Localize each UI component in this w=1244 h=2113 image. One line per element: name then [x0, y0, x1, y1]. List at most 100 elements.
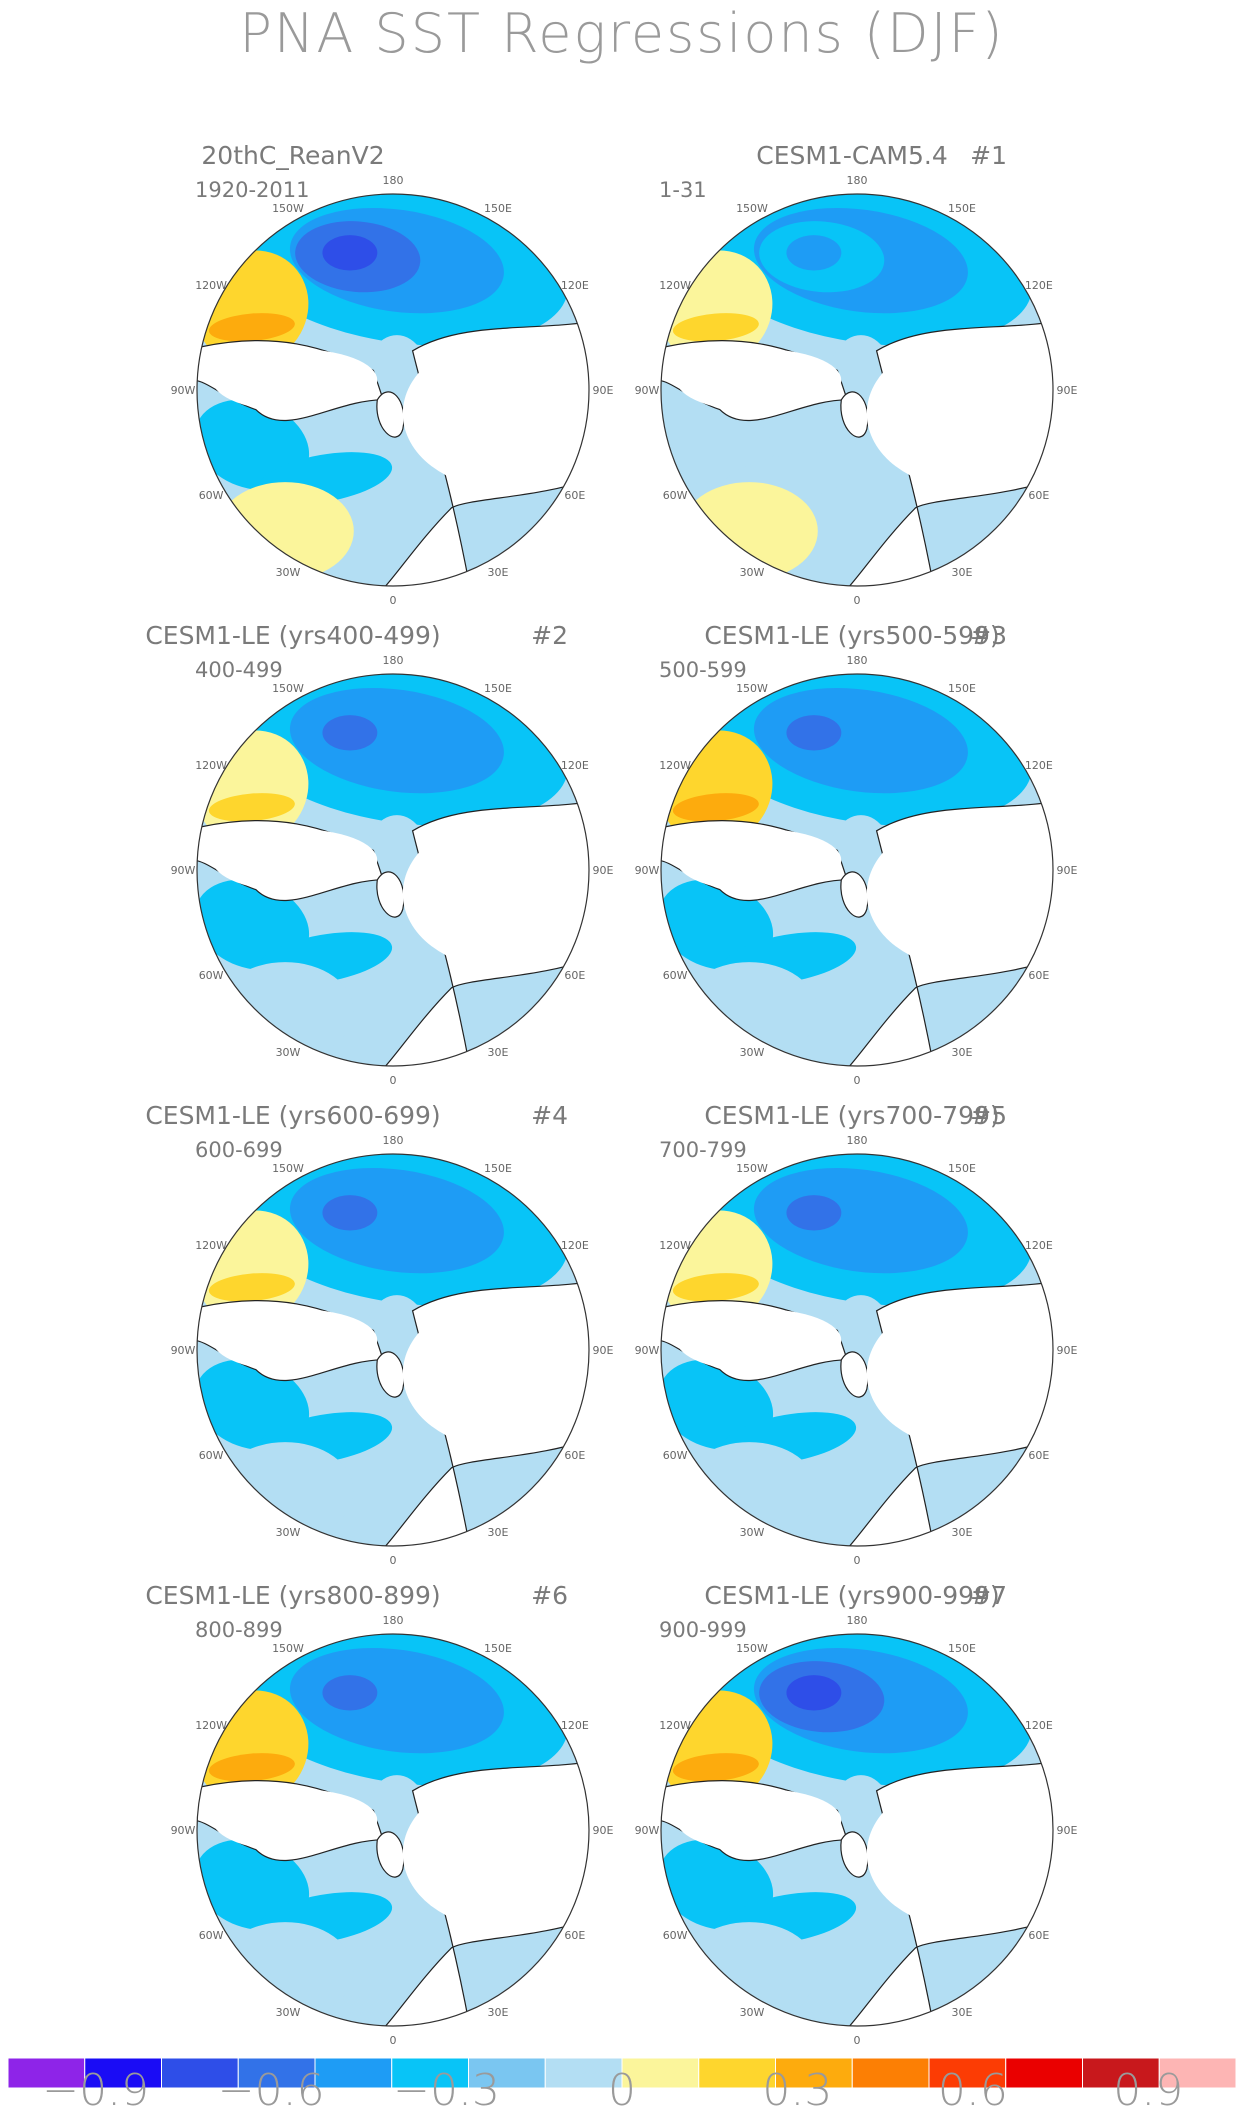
land-interior	[866, 819, 1053, 969]
colorbar-swatch	[775, 2057, 853, 2089]
longitude-label: 120W	[195, 279, 227, 292]
longitude-label: 120E	[561, 759, 589, 772]
map-boundary	[660, 193, 1054, 587]
panel-years: 500-599	[659, 658, 747, 682]
longitude-label: 150W	[272, 1642, 304, 1655]
land-mass	[840, 1831, 869, 1878]
land-interior	[866, 339, 1053, 488]
map-panel: CESM1-LE (yrs600-699) #4 600-699 180 150E 120…	[145, 1101, 613, 1567]
longitude-label: 30E	[488, 2006, 509, 2019]
colorbar-swatch	[621, 2057, 700, 2089]
longitude-label: 90W	[635, 384, 660, 397]
longitude-label: 150E	[484, 1642, 512, 1655]
colorbar-tick-label: −0.9	[42, 2065, 149, 2113]
land-interior	[402, 819, 589, 969]
longitude-label: 150E	[948, 1642, 976, 1655]
longitude-label: 0	[390, 594, 397, 607]
colorbar-tick-label: 0.9	[1113, 2065, 1183, 2113]
land-interior	[676, 1308, 842, 1372]
panel-tag: #4	[531, 1101, 568, 1130]
map-panel: CESM1-LE (yrs900-999)#7 900-999 180 150E 120…	[635, 1581, 1078, 2047]
map-boundary	[196, 193, 590, 587]
panel-grid: 20thC_ReanV2 1920-2011 180 150E 120E 90E 60E 30…	[145, 141, 1077, 2047]
longitude-label: 30E	[952, 2006, 973, 2019]
longitude-label: 90E	[1057, 1344, 1078, 1357]
panel-years: 700-799	[659, 1138, 747, 1162]
land-interior	[866, 1779, 1053, 1929]
longitude-label: 60W	[199, 969, 224, 982]
longitude-label: 30E	[488, 1046, 509, 1059]
colorbar-tick-label: 0.6	[938, 2065, 1008, 2113]
longitude-label: 90W	[171, 1824, 196, 1837]
longitude-label: 60W	[663, 489, 688, 502]
map-boundary	[196, 673, 590, 1067]
longitude-label: 90E	[1057, 864, 1078, 877]
longitude-label: 120E	[1025, 1239, 1053, 1252]
colorbar-swatch	[84, 2057, 162, 2089]
map-panel: CESM1-LE (yrs700-799)#5 700-799 180 150E 120…	[635, 1101, 1078, 1567]
sst-field	[661, 1634, 1053, 2026]
colorbar: −0.9 −0.6 −0.3 0 0.3 0.6 0.9	[7, 2057, 1237, 2113]
longitude-label: 180	[383, 654, 404, 667]
panel-tag: #7	[970, 1581, 1007, 1610]
longitude-label: 150E	[948, 202, 976, 215]
longitude-label: 0	[390, 1554, 397, 1567]
longitude-label: 90E	[593, 1824, 614, 1837]
longitude-label: 30W	[276, 2006, 301, 2019]
longitude-label: 90W	[171, 384, 196, 397]
anomaly-region	[786, 1675, 842, 1711]
longitude-label: 60E	[1028, 969, 1049, 982]
longitude-label: 180	[847, 1614, 868, 1627]
land-interior	[212, 828, 378, 892]
panel-tag: #3	[970, 621, 1007, 650]
longitude-label: 30E	[488, 566, 509, 579]
sst-field	[197, 674, 589, 1066]
longitude-label: 150W	[736, 682, 768, 695]
panel-years: 900-999	[659, 1618, 747, 1642]
anomaly-region	[322, 235, 378, 271]
longitude-label: 90W	[171, 864, 196, 877]
longitude-label: 90E	[593, 1344, 614, 1357]
longitude-label: 150W	[736, 1642, 768, 1655]
land-mass	[376, 391, 405, 438]
map-boundary	[660, 673, 1054, 1067]
longitude-label: 150E	[484, 202, 512, 215]
longitude-label: 150E	[484, 682, 512, 695]
land-interior	[676, 348, 842, 412]
land-interior	[402, 1299, 589, 1449]
longitude-label: 180	[847, 1134, 868, 1147]
anomaly-region	[208, 1273, 295, 1302]
land-mass	[840, 391, 869, 438]
longitude-label: 120E	[561, 1719, 589, 1732]
longitude-label: 60E	[1028, 1449, 1049, 1462]
colorbar-swatch	[928, 2057, 1007, 2089]
longitude-label: 90W	[171, 1344, 196, 1357]
panel-tag: #1	[970, 141, 1007, 170]
map-panel: CESM1-LE (yrs400-499) #2 400-499 180 150E 120…	[145, 621, 613, 1087]
longitude-label: 0	[854, 1554, 861, 1567]
colorbar-swatch	[237, 2057, 316, 2089]
longitude-label: 120E	[1025, 279, 1053, 292]
panel-title: CESM1-LE (yrs700-799)	[704, 1101, 999, 1130]
anomaly-region	[322, 1675, 378, 1711]
panel-years: 1920-2011	[195, 178, 309, 202]
land-mass	[840, 1351, 869, 1398]
longitude-label: 150W	[272, 1162, 304, 1175]
map-boundary	[196, 1633, 590, 2027]
anomaly-region	[208, 1753, 295, 1782]
map-panel: 20thC_ReanV2 1920-2011 180 150E 120E 90E 60E 30…	[171, 141, 614, 607]
anomaly-region	[786, 715, 842, 751]
longitude-label: 120E	[561, 1239, 589, 1252]
colorbar-tick-label: 0	[608, 2065, 636, 2113]
longitude-label: 90W	[635, 1344, 660, 1357]
longitude-label: 0	[390, 1074, 397, 1087]
longitude-label: 60E	[564, 969, 585, 982]
colorbar-tick-label: 0.3	[762, 2065, 832, 2113]
longitude-label: 120W	[195, 759, 227, 772]
panel-title: CESM1-CAM5.4	[756, 141, 948, 170]
sst-field	[661, 674, 1053, 1066]
anomaly-region	[208, 793, 295, 822]
longitude-label: 90W	[635, 1824, 660, 1837]
longitude-label: 60W	[663, 1929, 688, 1942]
